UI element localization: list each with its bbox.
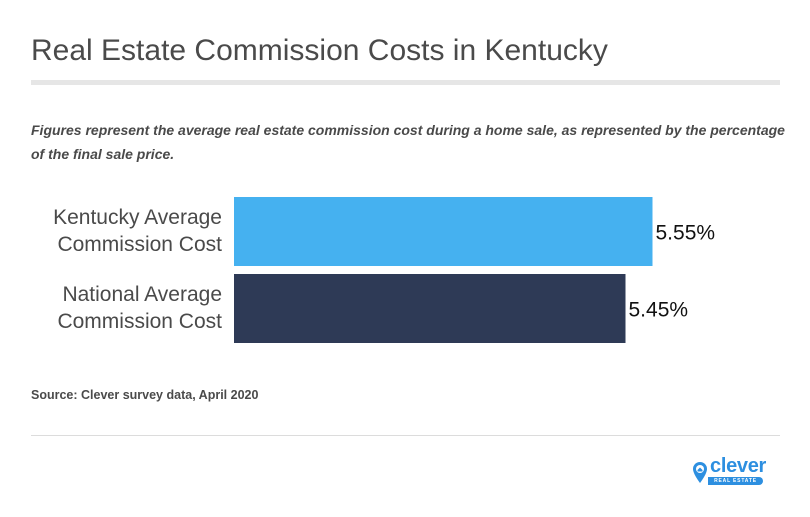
title-divider bbox=[31, 80, 780, 85]
category-label-1-line-1: Commission Cost bbox=[57, 310, 222, 333]
logo-tagline: REAL ESTATE bbox=[708, 477, 763, 485]
bar-1 bbox=[234, 274, 626, 343]
location-pin-icon bbox=[693, 462, 707, 483]
category-label-0-line-0: Kentucky Average bbox=[53, 206, 222, 229]
category-label-1-line-0: National Average bbox=[62, 283, 222, 306]
source-note: Source: Clever survey data, April 2020 bbox=[31, 388, 259, 402]
data-label-0: 5.55% bbox=[656, 222, 716, 245]
logo-wordmark: clever bbox=[710, 455, 767, 477]
clever-logo: clever REAL ESTATE bbox=[692, 455, 766, 486]
bar-0 bbox=[234, 197, 653, 266]
footer-divider bbox=[31, 435, 780, 436]
bar-chart: 5.55% Kentucky Average Commission Cost 5.45… bbox=[53, 197, 716, 343]
page-title: Real Estate Commission Costs in Kentucky bbox=[31, 34, 608, 67]
data-label-1: 5.45% bbox=[629, 299, 689, 322]
chart-subtitle: Figures represent the average real estat… bbox=[31, 122, 785, 162]
category-label-0-line-1: Commission Cost bbox=[57, 233, 222, 256]
